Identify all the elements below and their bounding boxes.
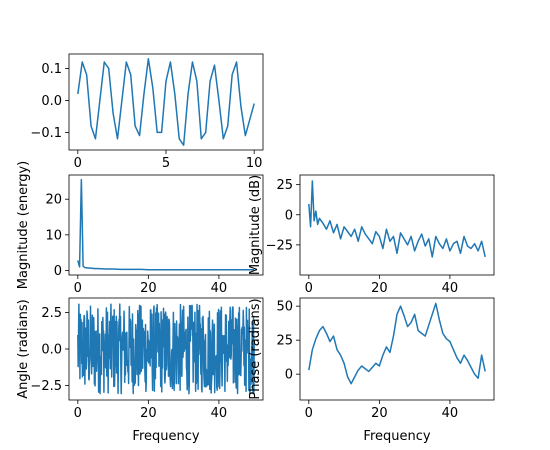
subplot-1: 0 5 10 −0.1 0.0 0.1 [30,53,264,171]
y-tick-label: 0.0 [41,343,62,358]
subplot-grid: 0 5 10 −0.1 0.0 0.1 0 20 40 0 10 20 Magnitude (energ… [16,53,495,444]
series-line [77,58,255,146]
y-tick-label: 10 [45,228,62,243]
x-tick-label: 0 [305,281,313,296]
y-tick-label: 50 [276,300,293,315]
y-tick-label: −0.1 [30,126,62,141]
y-tick-label: 0.1 [41,62,62,77]
y-tick-label: 25 [276,178,293,193]
axes-frame [68,174,264,276]
y-tick-label: 0 [285,368,293,383]
axes-frame [299,174,495,276]
x-tick-label: 20 [140,406,157,421]
x-tick-label: 40 [442,406,459,421]
x-tick-label: 0 [74,281,82,296]
subplot-4: 0 20 40 −2.5 0.0 2.5 Frequency Angle (radians) [16,297,264,444]
x-tick-label: 5 [162,156,170,171]
y-axis-label: Magnitude (energy) [16,161,31,289]
series-line [308,180,486,258]
x-axis-label: Frequency [363,429,430,444]
x-tick-label: 20 [371,281,388,296]
series-line [77,178,255,271]
y-axis-label: Angle (radians) [16,299,31,398]
axes-frame [299,297,495,401]
x-tick-label: 0 [305,406,313,421]
y-tick-label: 20 [45,193,62,208]
x-tick-label: 40 [211,281,228,296]
x-tick-label: 20 [371,406,388,421]
y-axis-label: Phase (radians) [248,298,263,399]
y-tick-label: −2.5 [30,379,62,394]
x-tick-label: 20 [140,281,157,296]
y-tick-label: 0 [54,264,62,279]
y-tick-label: −25 [266,238,293,253]
subplot-3: 0 20 40 −25 0 25 Magnitude (dB) [248,174,495,296]
subplot-2: 0 20 40 0 10 20 Magnitude (energy) [16,161,264,296]
y-tick-label: 25 [276,334,293,349]
series-line [308,302,486,385]
y-tick-label: 2.5 [41,306,62,321]
x-tick-label: 0 [74,156,82,171]
subplot-5: 0 20 40 0 25 50 Frequency Phase (radians) [248,297,495,444]
x-tick-label: 10 [246,156,263,171]
y-tick-label: 0.0 [41,94,62,109]
x-tick-label: 40 [442,281,459,296]
series-line [77,303,255,395]
x-axis-label: Frequency [132,429,199,444]
y-axis-label: Magnitude (dB) [248,175,263,275]
x-tick-label: 0 [74,406,82,421]
y-tick-label: 0 [285,208,293,223]
x-tick-label: 40 [211,406,228,421]
